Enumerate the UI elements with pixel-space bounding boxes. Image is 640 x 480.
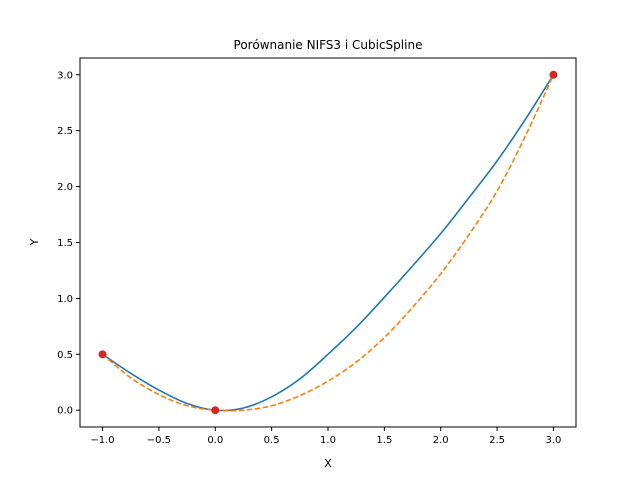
y-tick-label: 3.0 [57, 70, 73, 81]
y-axis-label: Y [28, 238, 41, 246]
x-axis-label: X [324, 457, 332, 470]
x-tick-label: −0.5 [147, 435, 171, 446]
series-line-1 [102, 74, 555, 412]
x-tick-label: 1.0 [320, 435, 336, 446]
data-point [211, 406, 220, 415]
y-tick-label: 1.5 [57, 238, 73, 249]
series-layer [102, 74, 555, 412]
data-points [98, 70, 558, 415]
x-tick-label: 0.0 [207, 435, 223, 446]
data-point [98, 350, 107, 359]
data-point [549, 70, 558, 79]
y-tick-label: 0.0 [57, 406, 73, 417]
y-tick-label: 2.0 [57, 182, 73, 193]
x-tick-label: 3.0 [546, 435, 562, 446]
y-tick-label: 1.0 [57, 294, 73, 305]
y-tick-label: 2.5 [57, 126, 73, 137]
y-axis: 0.0 0.5 1.0 1.5 2.0 2.5 3.0 [57, 70, 80, 417]
series-line-2 [102, 74, 555, 412]
x-tick-label: 2.5 [489, 435, 505, 446]
x-axis: −1.0 −0.5 0.0 0.5 1.0 1.5 2.0 2.5 3.0 [90, 427, 561, 446]
y-tick-label: 0.5 [57, 350, 73, 361]
x-tick-label: 1.5 [376, 435, 392, 446]
chart-title: Porównanie NIFS3 i CubicSpline [234, 38, 423, 52]
x-tick-label: 0.5 [264, 435, 280, 446]
plot-area-frame [79, 57, 577, 428]
x-tick-label: 2.0 [433, 435, 449, 446]
x-tick-label: −1.0 [90, 435, 114, 446]
